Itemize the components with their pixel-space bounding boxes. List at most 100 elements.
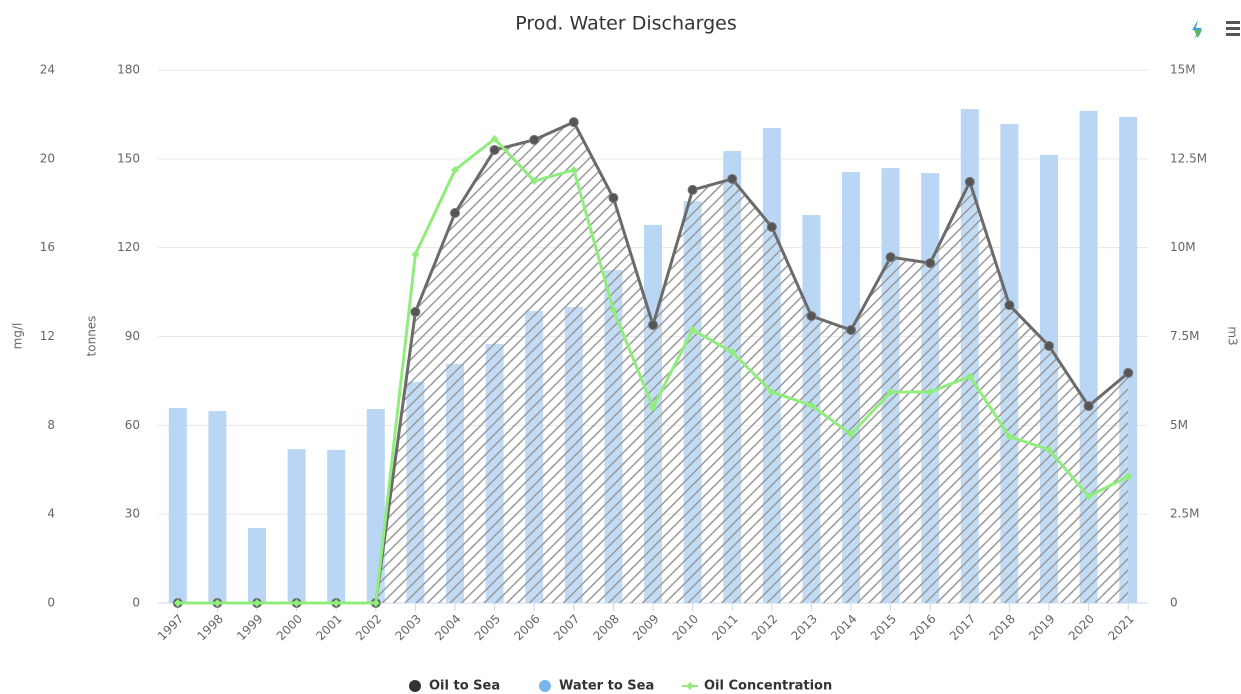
menu-button[interactable]	[1226, 21, 1240, 36]
y3-tick-label: 0	[47, 596, 55, 610]
x-tick-label: 2017	[947, 612, 978, 643]
y3-tick-label: 20	[40, 151, 55, 165]
x-tick-label: 1998	[194, 612, 225, 643]
y2-tick-label: 12.5M	[1170, 151, 1207, 165]
legend-swatch	[539, 680, 551, 692]
marker	[1084, 492, 1093, 501]
marker	[332, 599, 341, 607]
marker	[648, 319, 658, 330]
marker	[1045, 445, 1053, 454]
y2-tick-label: 2.5M	[1170, 507, 1199, 521]
y3-tick-label: 4	[47, 507, 55, 521]
y2-tick-label: 7.5M	[1170, 329, 1199, 343]
legend-label: Water to Sea	[559, 679, 654, 694]
area	[177, 122, 1129, 604]
x-tick-label: 2000	[274, 612, 305, 643]
x-tick-label: 2004	[432, 612, 463, 643]
x-tick-label: 2020	[1066, 612, 1097, 643]
marker	[213, 599, 222, 607]
marker	[451, 165, 459, 174]
marker	[530, 177, 539, 186]
y-tick-label: 30	[125, 507, 140, 521]
x-tick-label: 2007	[551, 612, 582, 643]
marker	[965, 372, 974, 381]
marker	[173, 599, 182, 607]
x-tick-label: 2018	[986, 612, 1017, 643]
x-tick-label: 2013	[788, 612, 819, 643]
marker	[569, 165, 578, 174]
y-tick-label: 0	[132, 596, 140, 610]
y2-tick-label: 5M	[1170, 418, 1188, 432]
x-tick-label: 2005	[472, 612, 503, 643]
y3-tick-label: 24	[40, 63, 55, 77]
bar	[327, 449, 346, 603]
y-tick-label: 90	[125, 329, 140, 343]
y-tick-label: 180	[117, 63, 140, 77]
marker	[649, 403, 657, 412]
y2-tick-label: 15M	[1170, 63, 1196, 77]
y3-tick-label: 8	[47, 418, 55, 432]
x-tick-label: 2012	[749, 612, 780, 643]
marker	[846, 324, 856, 335]
marker	[371, 599, 380, 607]
y2-tick-label: 0	[1170, 596, 1178, 610]
y-tick-label: 150	[117, 151, 140, 165]
x-tick-label: 1997	[155, 612, 186, 643]
y2-tick-label: 10M	[1170, 240, 1196, 254]
marker	[728, 348, 737, 357]
chart-title: Prod. Water Discharges	[515, 13, 737, 35]
legend-swatch	[409, 680, 421, 692]
marker	[925, 258, 936, 269]
marker	[568, 117, 579, 128]
x-tick-label: 2001	[313, 612, 344, 643]
y3-tick-label: 12	[40, 329, 55, 343]
marker	[847, 430, 855, 439]
marker	[687, 184, 698, 195]
legend-label: Oil to Sea	[429, 679, 500, 694]
marker	[1005, 432, 1014, 441]
x-tick-label: 2011	[709, 612, 740, 643]
y-axis-title: tonnes	[85, 316, 99, 357]
marker	[964, 176, 975, 187]
legend-swatch	[686, 682, 694, 690]
marker	[529, 134, 540, 145]
marker	[806, 311, 817, 322]
x-tick-label: 2002	[353, 612, 384, 643]
marker	[885, 252, 896, 263]
bar	[287, 449, 306, 603]
marker	[411, 250, 420, 259]
x-tick-label: 2009	[630, 612, 661, 643]
marker	[609, 305, 618, 314]
marker	[926, 388, 935, 397]
x-tick-label: 2016	[907, 612, 938, 643]
x-tick-label: 2021	[1105, 612, 1136, 643]
marker	[688, 325, 697, 334]
y-tick-label: 60	[125, 418, 140, 432]
marker	[450, 208, 460, 219]
marker	[807, 401, 816, 410]
x-tick-label: 2008	[590, 612, 621, 643]
marker	[410, 306, 421, 317]
marker	[608, 192, 619, 203]
y3-tick-label: 16	[40, 240, 55, 254]
marker	[886, 388, 895, 397]
y3-axis-title: mg/l	[11, 323, 25, 350]
bar	[248, 528, 266, 603]
marker	[727, 173, 738, 184]
x-tick-label: 1999	[234, 612, 265, 643]
x-tick-label: 2003	[392, 612, 423, 643]
marker	[1083, 401, 1094, 412]
marker	[490, 134, 499, 143]
marker	[1004, 300, 1015, 311]
x-tick-label: 2014	[828, 612, 859, 643]
marker	[292, 599, 301, 607]
marker	[767, 388, 776, 397]
x-tick-label: 2019	[1026, 612, 1057, 643]
marker	[1124, 472, 1133, 481]
marker	[766, 221, 777, 232]
bar	[208, 411, 227, 603]
marker	[489, 144, 500, 155]
marker	[1044, 340, 1054, 351]
export-icon[interactable]	[1192, 20, 1202, 40]
